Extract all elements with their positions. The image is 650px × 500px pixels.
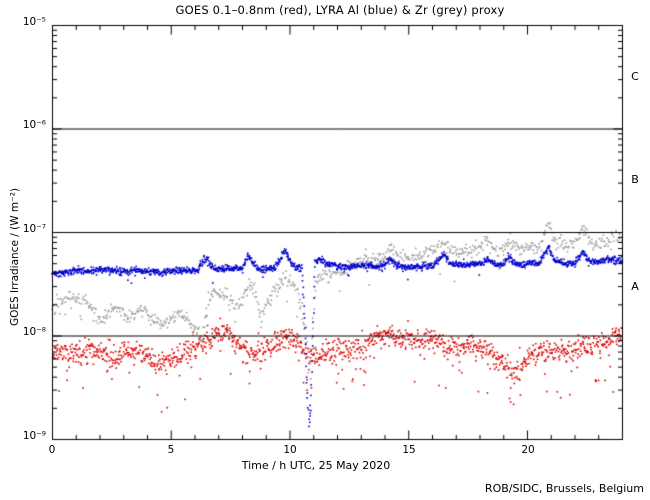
- x-tick-label: 10: [283, 444, 297, 456]
- x-axis-title: Time / h UTC, 25 May 2020: [241, 459, 391, 472]
- flare-class-label-a: A: [631, 280, 639, 293]
- flare-class-label-b: B: [631, 173, 639, 186]
- x-tick-label: 20: [521, 444, 535, 456]
- flare-class-label-c: C: [631, 70, 639, 83]
- y-axis-label: GOES Irradiance / (W m⁻²): [9, 187, 21, 327]
- y-tick-label: 10⁻⁶: [22, 119, 46, 131]
- x-tick-label: 5: [167, 444, 175, 456]
- y-tick-label: 10⁻⁵: [22, 16, 46, 28]
- credit-text: ROB/SIDC, Brussels, Belgium: [484, 482, 644, 495]
- y-tick-label: 10⁻⁷: [22, 223, 46, 235]
- chart-title: GOES 0.1–0.8nm (red), LYRA Al (blue) & Z…: [175, 3, 505, 17]
- y-tick-label: 10⁻⁹: [22, 430, 46, 442]
- x-tick-label: 0: [48, 444, 56, 456]
- y-tick-label: 10⁻⁸: [22, 326, 46, 338]
- x-tick-label: 15: [402, 444, 416, 456]
